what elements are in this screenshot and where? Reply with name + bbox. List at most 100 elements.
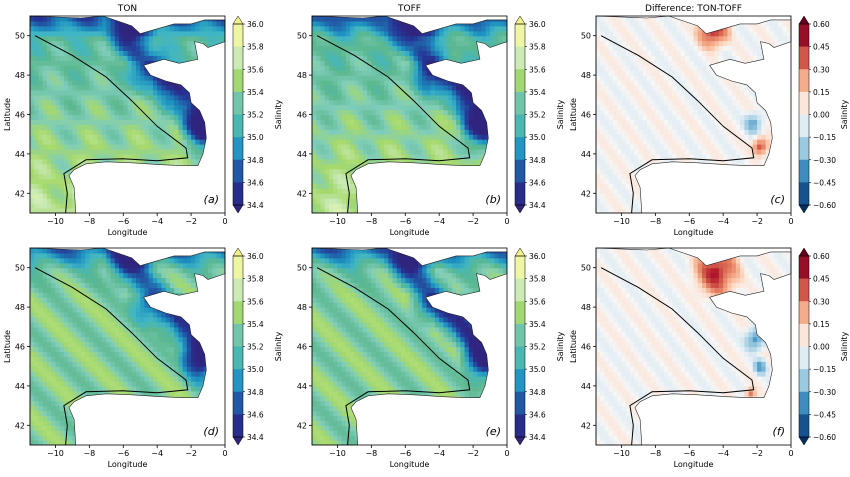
panel-a: −10 −8 −6 −4 −2 0 42 44 46 48 50 TON Longitude Latitu… [3,4,283,237]
colorbar-tick-label: 35.0 [247,365,264,374]
colorbar-tick-label: −0.30 [813,156,836,165]
colorbar-band [799,69,809,93]
x-tick-label: −10 [47,217,64,226]
colorbar-tick-label: 34.4 [529,433,546,442]
colorbar-band [799,323,809,347]
panel-d: −10 −8 −6 −4 −2 0 42 44 46 48 50 Longitude Latitude (… [3,247,283,469]
colorbar-band [515,137,525,161]
x-axis-label: Longitude [108,460,148,469]
x-axis-label: Longitude [674,460,714,469]
panel-f: −10 −8 −6 −4 −2 0 42 44 46 48 50 Longitude Latitude (… [569,247,849,469]
y-tick-label: 48 [581,303,591,312]
y-tick-label: 42 [581,189,591,198]
x-axis-label: Longitude [390,460,430,469]
colorbar-tick-label: 34.8 [247,388,264,397]
y-axis-label: Latitude [569,330,578,363]
x-tick-label: −6 [683,217,695,226]
colorbar-band [799,256,809,279]
colorbar-extend-bottom [514,204,526,214]
colorbar-band [799,159,809,183]
panel-label: (c) [770,193,785,206]
y-tick-label: 44 [297,382,307,391]
colorbar-tick-label: 34.4 [247,433,264,442]
y-tick-label: 46 [581,111,591,120]
colorbar-tick-label: 34.6 [247,178,264,187]
y-tick-label: 44 [581,382,591,391]
x-tick-label: −8 [365,217,377,226]
colorbar-tick-label: −0.60 [813,201,836,210]
y-tick-label: 48 [15,71,25,80]
coastline [595,247,792,446]
colorbar-tick-label: 35.8 [247,43,264,52]
colorbar-band [799,182,809,206]
y-axis-label: Latitude [569,98,578,131]
colorbar-band [233,256,243,279]
colorbar-band [515,182,525,206]
colorbar-band [233,414,243,438]
colorbar: 0.60 0.45 0.30 0.15 0.00 −0.15 −0.30 −0.45 −0.60… [798,247,849,446]
colorbar-band [233,182,243,206]
x-tick-label: −8 [649,449,661,458]
colorbar-extend-bottom [514,436,526,446]
x-tick-label: −4 [717,217,729,226]
colorbar-tick-label: 35.6 [529,65,546,74]
y-tick-label: 44 [15,382,25,391]
colorbar-band [799,391,809,415]
x-tick-label: 0 [222,217,227,226]
colorbar-tick-label: 35.0 [247,133,264,142]
colorbar-tick-label: 35.2 [529,111,546,120]
y-tick-label: 42 [297,421,307,430]
colorbar-tick-label: −0.30 [813,388,836,397]
colorbar-band [515,91,525,115]
colorbar-band [233,278,243,302]
colorbar-band [799,114,809,138]
x-tick-label: −8 [649,217,661,226]
x-tick-label: −4 [433,217,445,226]
colorbar-band [233,159,243,183]
colorbar-band [515,301,525,325]
shelf-break-contour [34,267,189,446]
colorbar-tick-label: 35.4 [529,88,546,97]
colorbar-band [799,346,809,370]
y-axis-label: Latitude [3,98,12,131]
colorbar-tick-label: 36.0 [247,252,264,261]
y-tick-label: 46 [15,343,25,352]
colorbar-tick-label: 34.6 [529,410,546,419]
colorbar-band [233,69,243,93]
y-tick-label: 50 [297,32,307,41]
colorbar-tick-label: 35.4 [247,320,264,329]
colorbar-tick-label: 36.0 [529,20,546,29]
colorbar-tick-label: 0.15 [813,320,830,329]
colorbar-tick-label: 34.6 [247,410,264,419]
colorbar-extend-top [232,247,244,257]
panel-label: (b) [485,193,501,206]
colorbar-tick-label: 0.30 [813,297,830,306]
colorbar-band [515,24,525,47]
y-tick-label: 42 [15,189,25,198]
x-tick-label: 0 [504,217,509,226]
salinity-field [312,248,507,445]
shelf-break-contour [600,35,755,214]
x-tick-label: −10 [329,217,346,226]
colorbar-tick-label: 34.8 [247,156,264,165]
colorbar: 36.0 35.8 35.6 35.4 35.2 35.0 34.8 34.6 34.4 Sali… [232,15,283,214]
colorbar-label: Salinity [274,99,283,129]
colorbar-label: Salinity [840,99,849,129]
colorbar-tick-label: 34.4 [529,201,546,210]
colorbar-band [233,391,243,415]
y-tick-label: 42 [297,189,307,198]
coastline [29,247,226,446]
colorbar: 36.0 35.8 35.6 35.4 35.2 35.0 34.8 34.6 34.4 Sali… [232,247,283,446]
colorbar-extend-top [798,15,810,25]
colorbar-band [233,369,243,393]
y-axis-label: Latitude [3,330,12,363]
x-tick-label: −4 [151,217,163,226]
colorbar-band [233,301,243,325]
salinity-field [30,16,225,213]
x-tick-label: −6 [399,217,411,226]
colorbar-extend-bottom [232,436,244,446]
y-tick-label: 48 [15,303,25,312]
panel-title: TON [117,4,137,14]
colorbar-band [233,346,243,370]
colorbar: 36.0 35.8 35.6 35.4 35.2 35.0 34.8 34.6 34.4 Sali… [514,15,565,214]
